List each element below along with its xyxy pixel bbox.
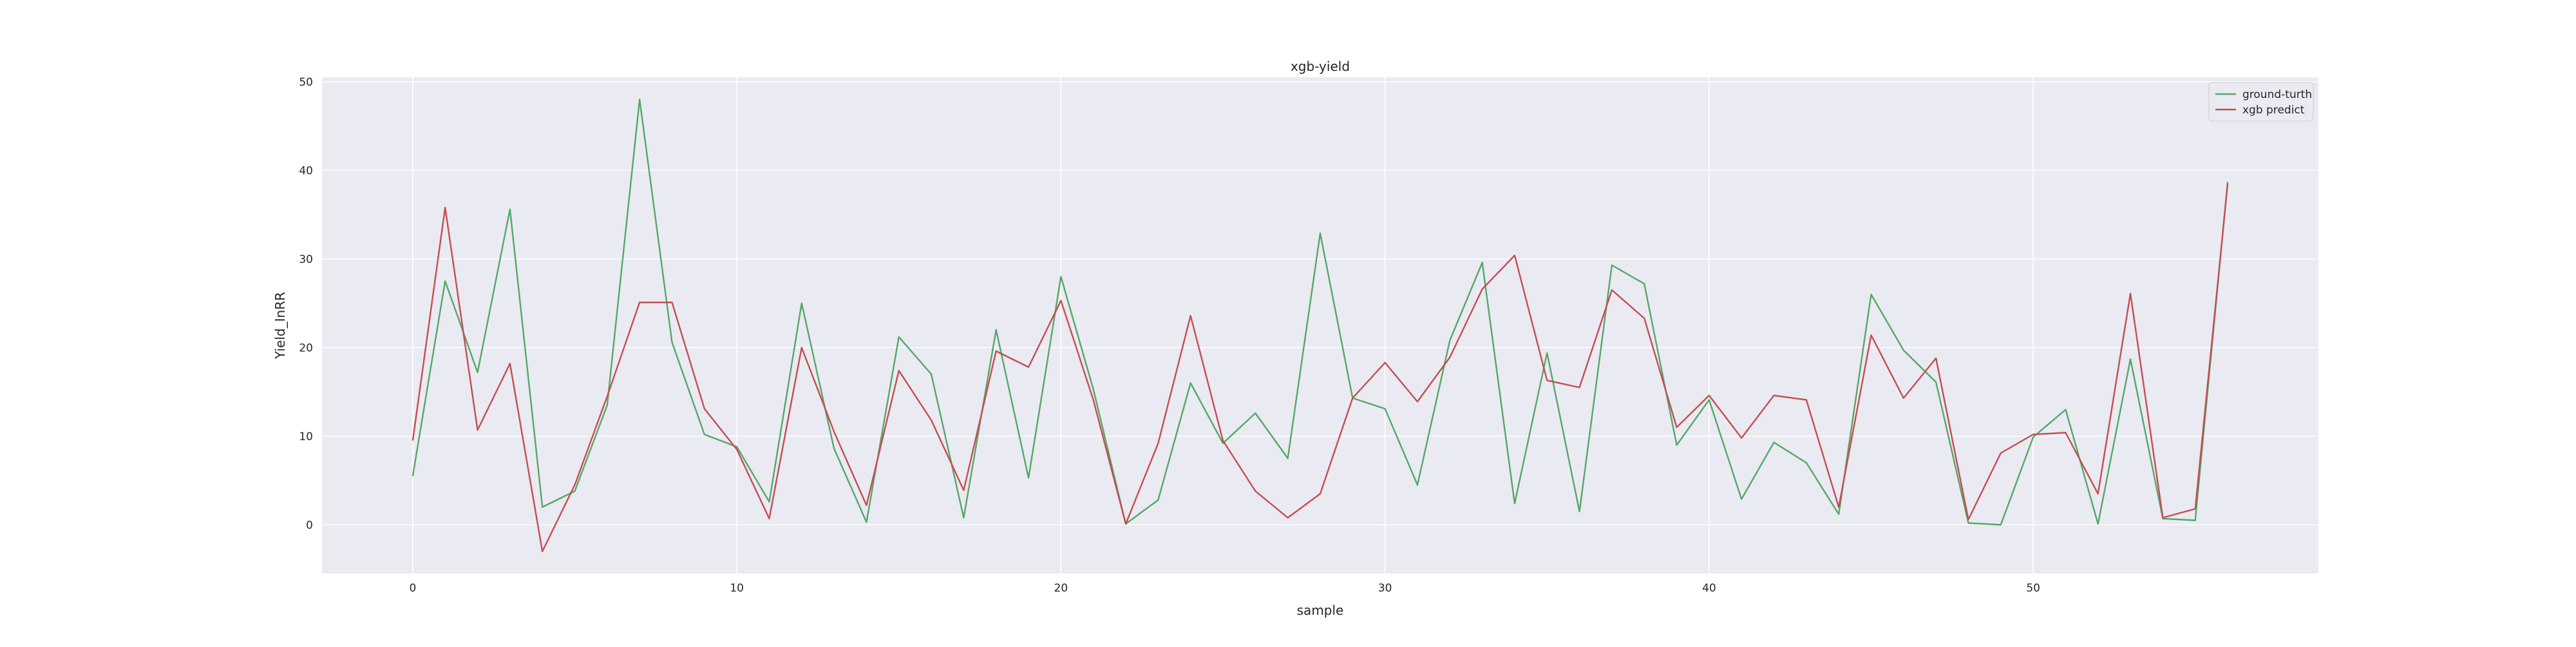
y-tick-label: 40 bbox=[299, 164, 313, 177]
y-axis-title: Yield_InRR bbox=[272, 292, 288, 360]
tick-labels: 0 10 20 30 40 50 0 10 20 30 40 50 bbox=[299, 76, 2040, 595]
x-tick-label: 30 bbox=[1378, 582, 1392, 595]
y-tick-label: 0 bbox=[306, 519, 313, 532]
legend: ground-turth xgb predict bbox=[2208, 82, 2314, 122]
x-tick-label: 0 bbox=[409, 582, 416, 595]
chart-title: xgb-yield bbox=[1291, 59, 1350, 74]
legend-box bbox=[2208, 82, 2314, 122]
y-tick-label: 30 bbox=[299, 253, 313, 266]
series-line bbox=[412, 183, 2229, 552]
y-tick-label: 50 bbox=[299, 76, 313, 89]
legend-label: ground-turth bbox=[2242, 88, 2312, 101]
series-lines bbox=[412, 99, 2229, 552]
grid-lines bbox=[322, 77, 2318, 574]
x-tick-label: 40 bbox=[1702, 582, 1716, 595]
x-axis-title: sample bbox=[1297, 603, 1344, 618]
legend-label: xgb predict bbox=[2242, 104, 2305, 117]
y-tick-label: 10 bbox=[299, 430, 313, 443]
plot-area bbox=[322, 77, 2318, 574]
x-tick-label: 10 bbox=[730, 582, 744, 595]
x-tick-label: 20 bbox=[1054, 582, 1068, 595]
y-tick-label: 20 bbox=[299, 342, 313, 354]
x-tick-label: 50 bbox=[2026, 582, 2040, 595]
